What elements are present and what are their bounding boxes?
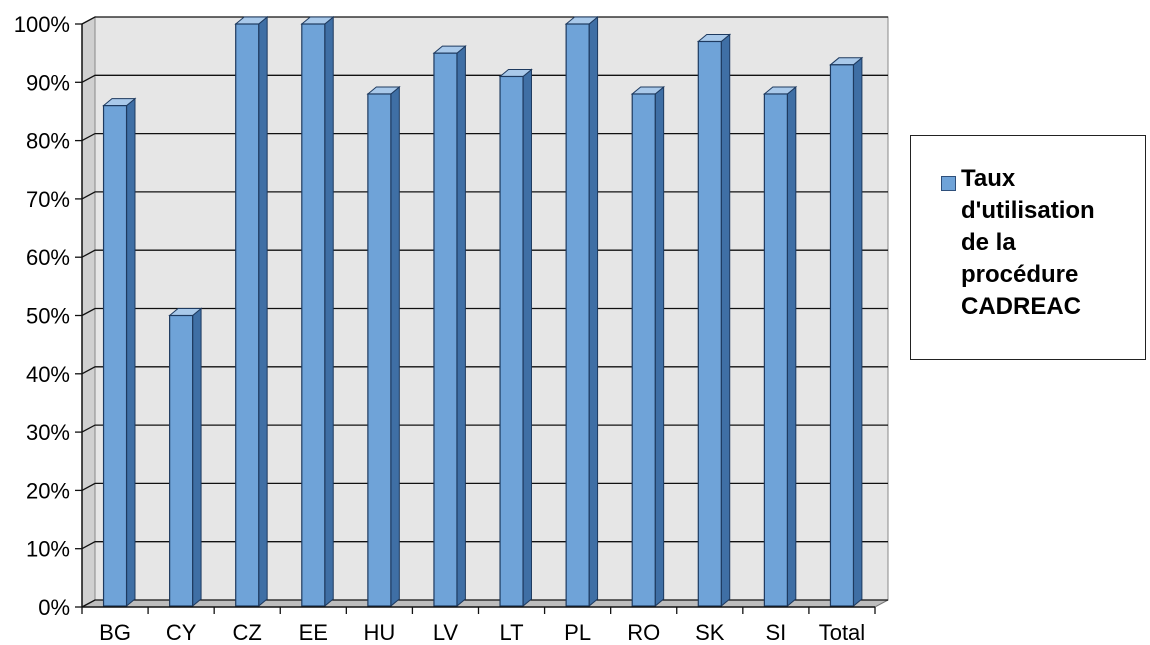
bar-ee bbox=[300, 15, 335, 608]
x-tick-label: BG bbox=[99, 620, 131, 645]
bar-front bbox=[565, 23, 590, 607]
gridline bbox=[81, 424, 888, 433]
legend: Taux d'utilisation de la procédure CADRE… bbox=[910, 135, 1146, 360]
x-tick-label: SK bbox=[695, 620, 725, 645]
bar-bg bbox=[102, 97, 137, 608]
y-tick-label: 30% bbox=[26, 420, 70, 445]
bar-lt bbox=[498, 68, 533, 608]
bar-lv bbox=[432, 45, 467, 608]
bar-sk bbox=[696, 33, 732, 608]
bar-cy bbox=[168, 307, 203, 608]
bar-side bbox=[786, 85, 797, 608]
bar-side bbox=[126, 97, 136, 608]
y-axis: 0% 10% 20% 30% 40% 50% 60% 70% 80% 90% 100% bbox=[14, 12, 83, 620]
y-tick-label: 20% bbox=[26, 478, 70, 503]
bar-side bbox=[852, 56, 863, 608]
bars bbox=[102, 15, 864, 608]
bar-front bbox=[433, 52, 458, 607]
bar-side bbox=[324, 15, 334, 608]
bar-front bbox=[102, 105, 128, 607]
bar-side bbox=[258, 15, 268, 608]
bar-side bbox=[192, 307, 202, 608]
gridline bbox=[81, 541, 888, 550]
gridline bbox=[81, 249, 888, 258]
y-tick-label: 50% bbox=[26, 304, 70, 329]
bar-front bbox=[301, 23, 326, 607]
bar-front bbox=[697, 40, 722, 607]
bar-side bbox=[654, 85, 665, 608]
bar-total bbox=[829, 56, 864, 608]
bar-side bbox=[522, 68, 532, 608]
bar-side bbox=[456, 45, 466, 608]
bar-si bbox=[762, 85, 798, 608]
gridline bbox=[81, 16, 888, 25]
gridline bbox=[81, 74, 888, 83]
bar-front bbox=[763, 93, 788, 607]
x-axis: BG CY CZ EE HU LV LT PL RO SK SI Total bbox=[81, 606, 876, 645]
bar-front bbox=[169, 314, 194, 607]
y-tick-label: 60% bbox=[26, 245, 70, 270]
y-tick-label: 10% bbox=[26, 537, 70, 562]
gridlines bbox=[81, 16, 888, 608]
gridline bbox=[81, 599, 888, 608]
bar-front bbox=[367, 93, 392, 607]
gridline bbox=[81, 307, 888, 317]
bar-pl bbox=[564, 15, 599, 608]
gridline bbox=[81, 132, 888, 142]
y-tick-label: 90% bbox=[26, 70, 70, 95]
y-tick-label: 0% bbox=[38, 595, 70, 620]
bar-side bbox=[720, 33, 731, 608]
x-tick-label: Total bbox=[819, 620, 865, 645]
gridline bbox=[81, 191, 888, 200]
bar-front bbox=[829, 64, 855, 607]
bar-side bbox=[390, 85, 400, 608]
legend-label: Taux d'utilisation de la procédure CADRE… bbox=[961, 165, 1095, 320]
bar-front bbox=[235, 23, 260, 607]
bar-front bbox=[499, 75, 524, 607]
x-tick-label: PL bbox=[564, 620, 591, 645]
x-tick-label: RO bbox=[627, 620, 660, 645]
legend-swatch bbox=[941, 176, 956, 191]
y-tick-label: 40% bbox=[26, 362, 70, 387]
gridline bbox=[81, 482, 888, 491]
bar-cz bbox=[234, 15, 269, 608]
x-tick-label: CY bbox=[166, 620, 197, 645]
bar-front bbox=[631, 93, 656, 607]
bar-side bbox=[588, 15, 599, 608]
x-tick-label: HU bbox=[363, 620, 395, 645]
gridline bbox=[81, 366, 888, 375]
x-tick-label: CZ bbox=[233, 620, 262, 645]
x-tick-label: SI bbox=[765, 620, 786, 645]
bar-hu bbox=[366, 85, 401, 608]
x-tick-label: LT bbox=[500, 620, 524, 645]
y-tick-label: 80% bbox=[26, 129, 70, 154]
y-tick-label: 70% bbox=[26, 187, 70, 212]
y-tick-label: 100% bbox=[14, 12, 70, 37]
x-tick-label: LV bbox=[433, 620, 459, 645]
bar-ro bbox=[630, 85, 666, 608]
x-tick-label: EE bbox=[299, 620, 328, 645]
